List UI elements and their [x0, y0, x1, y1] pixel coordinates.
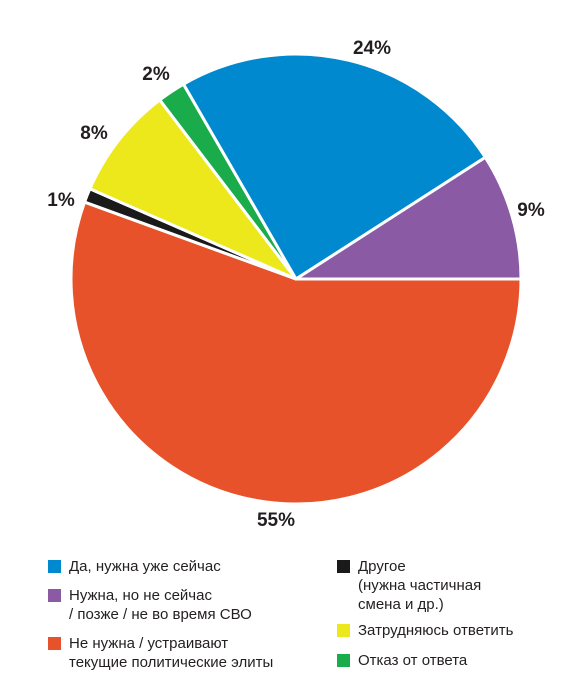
data-label-hard-to-say: 8%	[80, 123, 108, 144]
legend-label: Другое (нужна частичная смена и др.)	[358, 558, 482, 613]
slice-not-needed	[69, 200, 523, 506]
legend-item-later: Нужна, но не сейчас / позже / не во врем…	[48, 586, 252, 624]
legend-label: Отказ от ответа	[358, 652, 468, 669]
slice-later	[294, 155, 523, 281]
legend-item-hard-to-say: Затрудняюсь ответить	[337, 621, 513, 640]
data-label-other: 1%	[47, 190, 75, 211]
data-label-later: 9%	[517, 200, 545, 221]
legend-item-other: Другое (нужна частичная смена и др.)	[337, 557, 481, 614]
legend-item-yes-now: Да, нужна уже сейчас	[48, 557, 221, 576]
slice-yes-now	[182, 52, 487, 281]
pie-chart: 24% 9% 55% 1% 8% 2%	[47, 38, 545, 531]
data-label-not-needed: 55%	[257, 510, 295, 531]
legend-swatch	[48, 637, 61, 650]
legend-label: Да, нужна уже сейчас	[69, 558, 221, 575]
legend-swatch	[48, 589, 61, 602]
slice-hard-to-say	[88, 98, 298, 281]
legend-label: Нужна, но не сейчас / позже / не во врем…	[69, 587, 252, 623]
legend-swatch	[337, 654, 350, 667]
legend-label: Затрудняюсь ответить	[358, 622, 514, 639]
data-label-yes-now: 24%	[353, 38, 391, 59]
data-label-refused: 2%	[142, 64, 170, 85]
legend-swatch	[48, 560, 61, 573]
legend-item-refused: Отказ от ответа	[337, 651, 467, 670]
legend-swatch	[337, 560, 350, 573]
legend-label: Не нужна / устраивают текущие политическ…	[69, 635, 274, 671]
legend-item-not-needed: Не нужна / устраивают текущие политическ…	[48, 634, 273, 672]
legend-swatch	[337, 624, 350, 637]
